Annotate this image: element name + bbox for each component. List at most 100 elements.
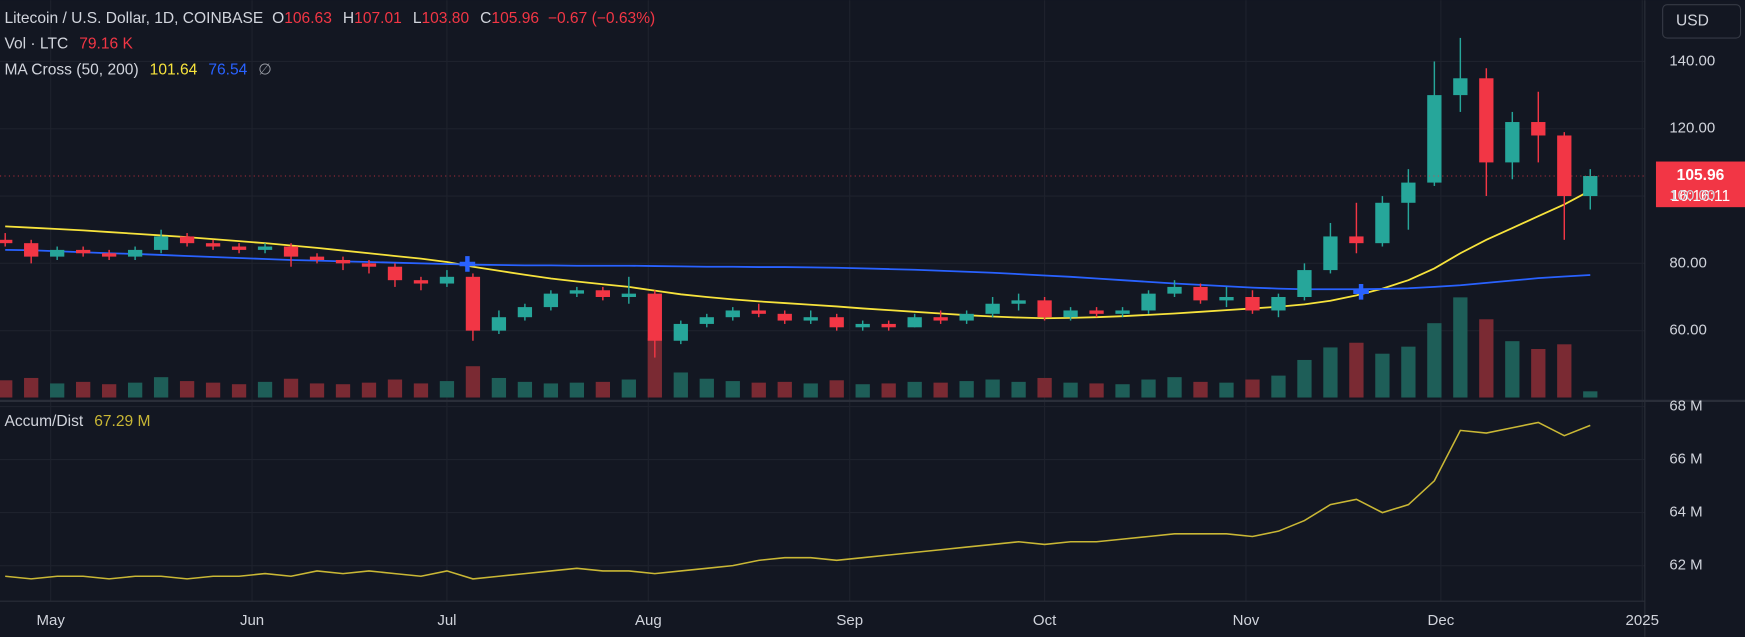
volume-bar bbox=[959, 381, 974, 398]
volume-bar bbox=[1557, 344, 1572, 398]
candle-body bbox=[881, 323, 896, 328]
candle-body bbox=[361, 263, 377, 267]
last-price: 105.96 bbox=[1677, 167, 1725, 184]
volume-bar bbox=[231, 384, 247, 398]
cross-icon bbox=[459, 256, 476, 272]
candle-body bbox=[803, 317, 818, 321]
candle-body bbox=[387, 266, 403, 281]
candle-body bbox=[751, 310, 766, 314]
volume-bar bbox=[595, 381, 610, 398]
close-key: C bbox=[480, 10, 491, 27]
volume-bar bbox=[1115, 384, 1130, 398]
volume-bar bbox=[855, 384, 870, 398]
volume-bar bbox=[1375, 353, 1390, 398]
volume-bar bbox=[1245, 379, 1260, 398]
ad-name: Accum/Dist bbox=[4, 413, 83, 430]
high-key: H bbox=[343, 10, 354, 27]
candle-body bbox=[1349, 236, 1364, 244]
candle-body bbox=[1245, 297, 1260, 311]
currency-button[interactable]: USD bbox=[1662, 4, 1742, 39]
candle-body bbox=[76, 249, 91, 254]
candle-body bbox=[465, 276, 481, 331]
volume-bar bbox=[1427, 323, 1442, 398]
volume-bar bbox=[257, 381, 273, 398]
volume-bar bbox=[1193, 381, 1208, 398]
candle-body bbox=[179, 236, 195, 244]
candle-body bbox=[1479, 78, 1494, 163]
candle-body bbox=[231, 246, 247, 250]
countdown: 16:16:11 bbox=[1671, 188, 1730, 205]
volume-bar bbox=[1583, 391, 1598, 398]
change: −0.67 (−0.63%) bbox=[548, 10, 655, 27]
candle-body bbox=[24, 243, 39, 257]
volume-bar bbox=[1531, 348, 1546, 398]
candle-body bbox=[829, 317, 844, 328]
volume-bar bbox=[387, 379, 403, 398]
volume-bar bbox=[1479, 319, 1494, 398]
volume-bar bbox=[1037, 377, 1052, 398]
y-tick-label: 100.00 bbox=[1669, 187, 1715, 204]
currency-label[interactable]: USD bbox=[1676, 12, 1709, 29]
currency-box[interactable] bbox=[1662, 4, 1742, 39]
ma200-value: 76.54 bbox=[208, 61, 247, 78]
candle-body bbox=[777, 313, 792, 321]
cross-marker bbox=[1353, 284, 1369, 300]
ad-value: 67.29 M bbox=[94, 413, 150, 430]
high-value: 107.01 bbox=[354, 10, 402, 27]
candle-body bbox=[101, 253, 117, 257]
low-key: L bbox=[413, 10, 422, 27]
volume-bar bbox=[309, 383, 325, 398]
volume-bar bbox=[621, 379, 636, 398]
candle-body bbox=[1193, 286, 1208, 301]
volume-name: Vol · LTC bbox=[4, 36, 68, 53]
candle-body bbox=[647, 293, 662, 341]
volume-bar bbox=[1271, 375, 1286, 398]
candle-body bbox=[153, 236, 169, 250]
volume-bar bbox=[1401, 346, 1416, 398]
x-tick-label: Aug bbox=[635, 612, 662, 629]
volume-bar bbox=[335, 384, 351, 398]
plot bbox=[0, 37, 1645, 580]
volume-bar bbox=[439, 381, 455, 398]
grid bbox=[0, 0, 1645, 602]
volume-bar bbox=[907, 381, 922, 398]
volume-bar bbox=[361, 382, 377, 398]
ma-line bbox=[5, 249, 1591, 291]
volume-bar bbox=[1505, 341, 1520, 398]
candle-body bbox=[413, 280, 429, 284]
volume-bar bbox=[543, 383, 559, 398]
volume-bar bbox=[1219, 382, 1234, 398]
cross-marker bbox=[459, 256, 476, 272]
low-value: 103.80 bbox=[421, 10, 469, 27]
volume-bar bbox=[179, 381, 195, 398]
candle-body bbox=[621, 293, 636, 298]
x-tick-label: Oct bbox=[1033, 612, 1057, 629]
volume-value: 79.16 K bbox=[79, 36, 133, 53]
volume-bar bbox=[283, 378, 299, 398]
volume-bar bbox=[829, 380, 844, 398]
volume-bar bbox=[517, 381, 533, 398]
last-price-bg bbox=[1655, 161, 1745, 208]
volume-bar bbox=[24, 377, 39, 398]
volume-bar bbox=[933, 382, 948, 398]
candle-body bbox=[335, 259, 351, 264]
volume-bar bbox=[76, 381, 91, 398]
x-tick-label: 2025 bbox=[1626, 612, 1659, 629]
y-tick-label: 68 M bbox=[1669, 397, 1702, 414]
symbol-title: Litecoin / U.S. Dollar, 1D, COINBASE bbox=[4, 10, 263, 27]
x-tick-label: Nov bbox=[1233, 612, 1260, 629]
volume-bar bbox=[413, 383, 429, 398]
candle-body bbox=[959, 313, 974, 321]
candle-body bbox=[569, 290, 585, 294]
candle-body bbox=[309, 256, 325, 260]
x-tick-label: May bbox=[36, 612, 65, 629]
volume-bar bbox=[1063, 382, 1078, 398]
candle-body bbox=[205, 243, 221, 247]
volume-bar bbox=[1141, 379, 1156, 398]
candle-body bbox=[1401, 182, 1416, 203]
x-tick-label: Jul bbox=[437, 612, 456, 629]
volume-bar bbox=[101, 384, 117, 398]
candle-body bbox=[1167, 286, 1182, 294]
candle-body bbox=[1011, 300, 1026, 304]
